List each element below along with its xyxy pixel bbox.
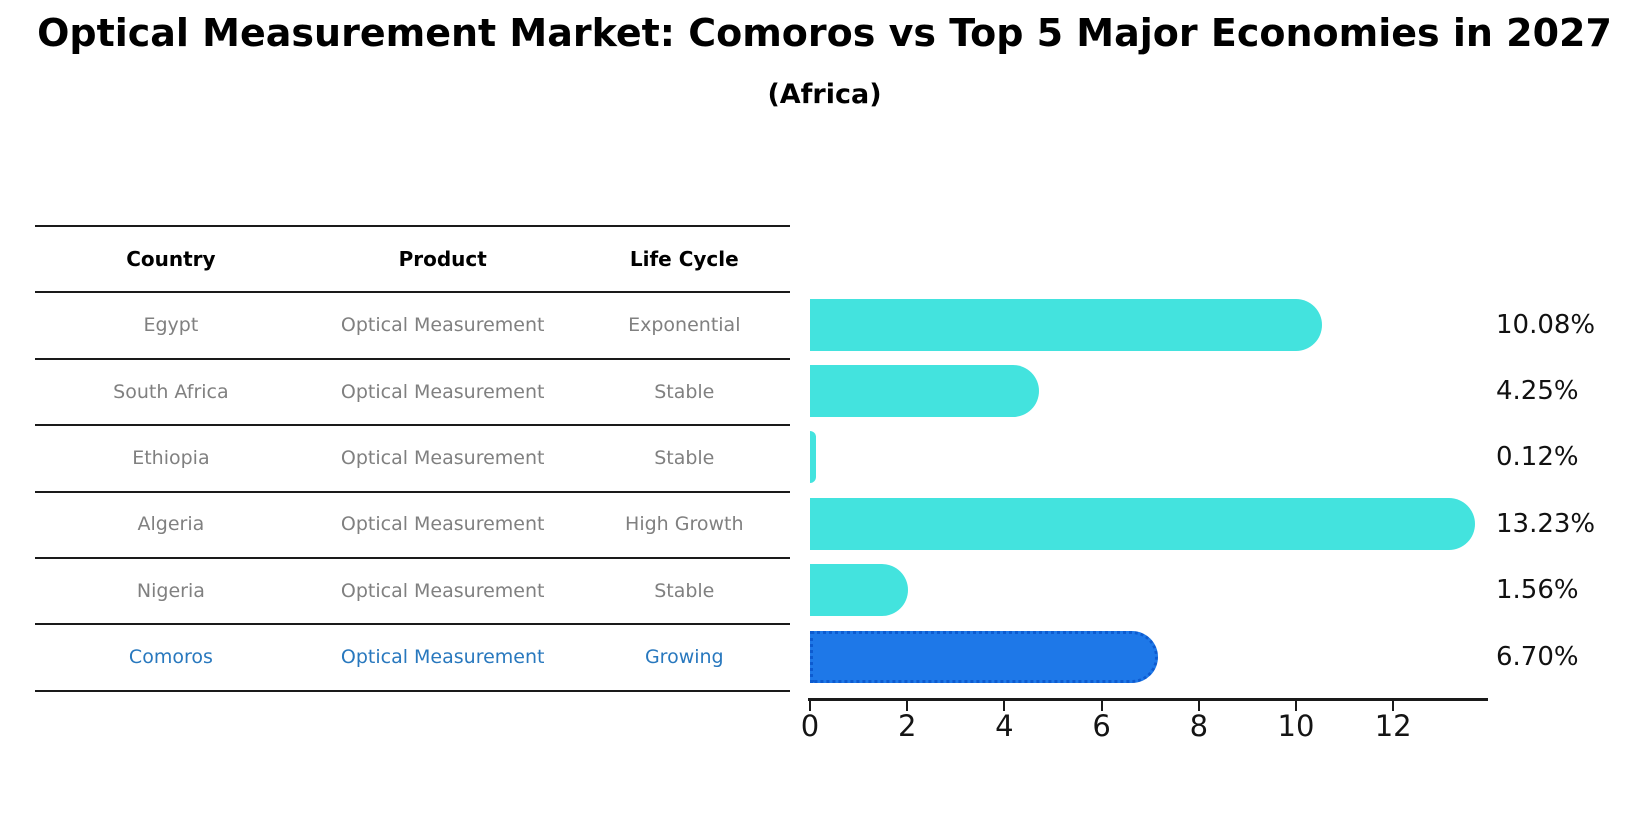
cell-life-cycle: Exponential bbox=[628, 314, 741, 337]
col-header-product: Product bbox=[398, 247, 487, 272]
cell-life-cycle: Stable bbox=[654, 579, 715, 602]
x-axis-tick bbox=[1392, 700, 1395, 711]
x-axis-tick bbox=[809, 700, 811, 711]
x-axis-tick-label: 6 bbox=[1092, 709, 1111, 743]
page-subtitle: (Africa) bbox=[767, 79, 882, 110]
cell-product: Optical Measurement bbox=[340, 380, 545, 403]
table-row-nigeria: Nigeria Optical Measurement Stable bbox=[35, 559, 790, 626]
cell-country: Comoros bbox=[128, 646, 213, 669]
x-axis-tick bbox=[1197, 700, 1200, 711]
cell-life-cycle: Stable bbox=[654, 446, 715, 469]
cell-country: South Africa bbox=[113, 380, 229, 403]
bar-south-africa bbox=[810, 365, 1039, 417]
cell-product: Optical Measurement bbox=[340, 579, 545, 602]
x-axis-tick-label: 12 bbox=[1374, 709, 1412, 743]
x-axis-tick bbox=[906, 700, 909, 711]
country-table: Country Product Life Cycle Egypt Optical … bbox=[35, 225, 790, 692]
table-row-ethiopia: Ethiopia Optical Measurement Stable bbox=[35, 426, 790, 493]
value-label: 0.12% bbox=[1496, 442, 1579, 473]
cell-life-cycle: Stable bbox=[654, 380, 715, 403]
bar-comoros bbox=[810, 630, 1158, 683]
bar-algeria bbox=[810, 497, 1475, 550]
cell-country: Ethiopia bbox=[132, 446, 210, 469]
x-axis-tick-label: 2 bbox=[897, 709, 917, 743]
table-body: Egypt Optical Measurement Exponential South… bbox=[35, 293, 790, 692]
x-axis-tick-label: 0 bbox=[800, 709, 820, 743]
cell-product: Optical Measurement bbox=[340, 513, 545, 536]
cell-life-cycle: Growing bbox=[644, 646, 724, 669]
table-row-algeria: Algeria Optical Measurement High Growth bbox=[35, 493, 790, 559]
cell-life-cycle: High Growth bbox=[625, 513, 744, 536]
table-header-row: Country Product Life Cycle bbox=[35, 225, 790, 294]
cell-country: Egypt bbox=[143, 314, 199, 337]
page-title: Optical Measurement Market: Comoros vs T… bbox=[37, 11, 1612, 55]
col-header-country: Country bbox=[126, 247, 216, 272]
x-axis-tick-label: 4 bbox=[995, 709, 1014, 743]
cell-product: Optical Measurement bbox=[340, 646, 545, 669]
value-label: 13.23% bbox=[1496, 508, 1596, 539]
x-axis-tick bbox=[1003, 700, 1006, 711]
cell-product: Optical Measurement bbox=[340, 314, 545, 337]
x-axis-line bbox=[808, 698, 1488, 701]
x-axis-tick-label: 10 bbox=[1277, 709, 1315, 743]
cell-country: Algeria bbox=[137, 513, 205, 536]
value-label: 1.56% bbox=[1496, 575, 1579, 606]
table-row-egypt: Egypt Optical Measurement Exponential bbox=[35, 293, 790, 360]
value-label: 6.70% bbox=[1496, 641, 1579, 672]
bar-egypt bbox=[810, 298, 1322, 351]
x-axis-tick bbox=[1100, 700, 1103, 711]
x-axis-tick-label: 8 bbox=[1189, 709, 1209, 743]
x-axis-tick bbox=[1295, 700, 1297, 711]
cell-country: Nigeria bbox=[136, 579, 205, 602]
cell-product: Optical Measurement bbox=[340, 446, 545, 469]
table-row-south-africa: South Africa Optical Measurement Stable bbox=[35, 360, 790, 427]
bar-nigeria bbox=[810, 564, 908, 617]
col-header-life-cycle: Life Cycle bbox=[629, 247, 739, 272]
bar-ethiopia bbox=[810, 431, 816, 484]
value-label: 10.08% bbox=[1496, 309, 1596, 340]
table-row-comoros: Comoros Optical Measurement Growing bbox=[35, 625, 790, 692]
value-label: 4.25% bbox=[1496, 376, 1579, 406]
